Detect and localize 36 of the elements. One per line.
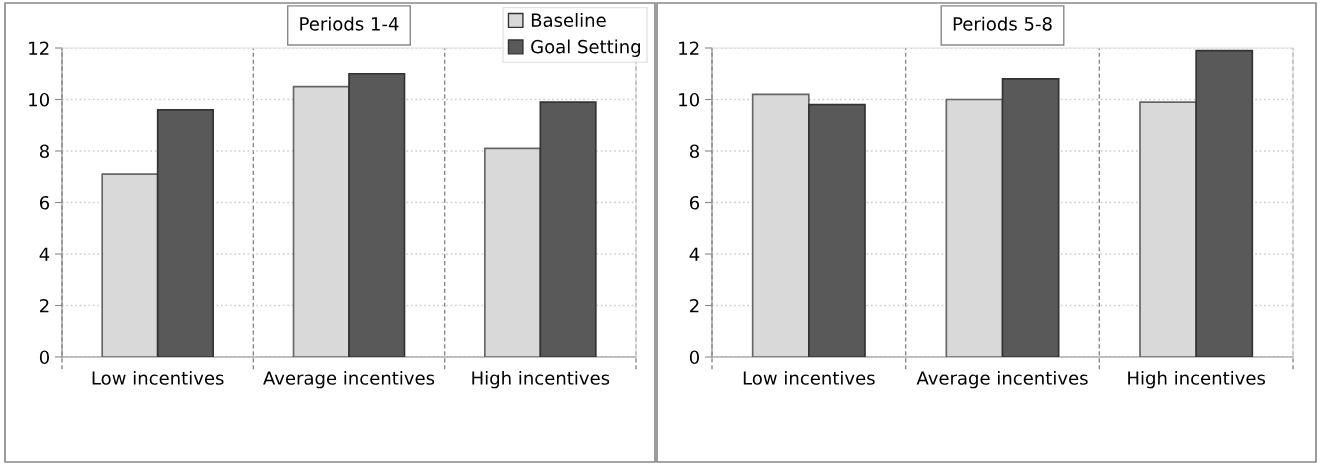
bar — [1139, 101, 1198, 357]
x-tick-label: Average incentives — [916, 370, 1088, 389]
y-tick-label: 6 — [689, 195, 700, 210]
bar — [945, 98, 1004, 357]
x-tick-label: High incentives — [472, 370, 610, 389]
bar — [292, 85, 350, 357]
y-tick-label: 2 — [40, 298, 49, 313]
bar — [1195, 49, 1254, 357]
bar — [807, 103, 866, 357]
y-tick-label: 0 — [39, 350, 49, 365]
y-tick-label: 12 — [679, 41, 699, 55]
y-tick-label: 6 — [39, 195, 50, 210]
bar — [539, 101, 597, 357]
y-tick-label: 2 — [690, 298, 699, 313]
legend-label: Goal Setting — [531, 39, 641, 57]
y-tick-label: 12 — [29, 41, 49, 55]
y-tick-label: 8 — [689, 144, 699, 159]
bar — [1001, 78, 1060, 357]
chart-title: Periods 5-8 — [953, 16, 1052, 31]
y-tick-label: 8 — [39, 144, 49, 159]
y-tick-label: 10 — [679, 92, 699, 107]
y-tick-label: 4 — [689, 247, 700, 261]
bar — [101, 173, 159, 357]
legend-label: Baseline — [531, 13, 606, 27]
x-tick-label: High incentives — [1128, 370, 1266, 389]
bar — [156, 108, 214, 357]
x-tick-label: Average incentives — [263, 370, 435, 389]
bar — [484, 147, 542, 357]
y-tick-label: 10 — [29, 92, 49, 107]
bar — [348, 72, 406, 357]
chart-title: Periods 1-4 — [300, 16, 399, 31]
y-tick-label: 0 — [689, 350, 699, 365]
x-tick-label: Low incentives — [743, 370, 875, 385]
y-tick-label: 4 — [39, 247, 50, 261]
bar — [751, 93, 810, 357]
x-tick-label: Low incentives — [92, 370, 224, 385]
